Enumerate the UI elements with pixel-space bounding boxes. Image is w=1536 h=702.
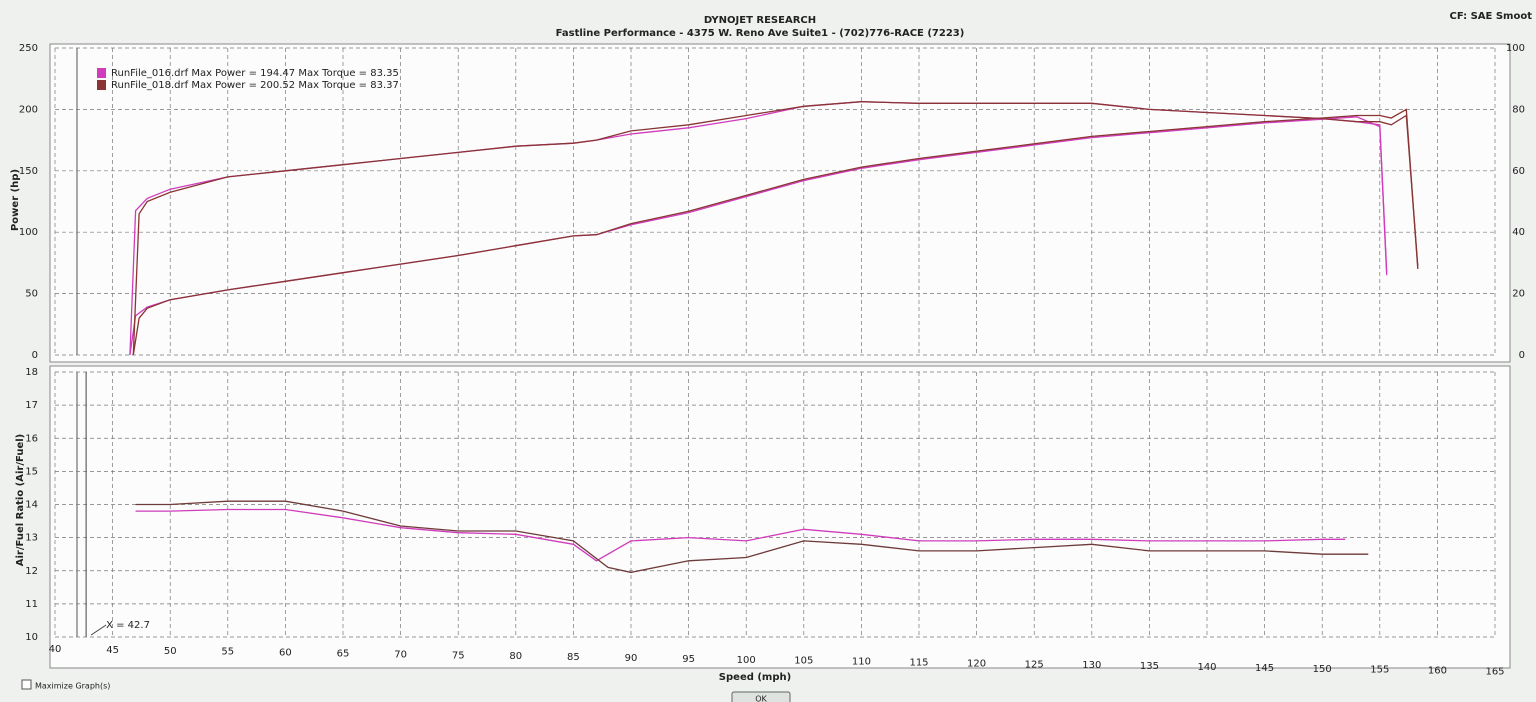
data-line: [132, 108, 1419, 356]
x-tick-label: 70: [394, 649, 407, 660]
y2-tick-label: 0: [1519, 350, 1525, 361]
x-tick-label: 80: [509, 651, 522, 662]
y-tick-label: 0: [32, 350, 38, 361]
x-tick-label: 130: [1082, 660, 1101, 671]
x-tick-label: 140: [1197, 662, 1216, 673]
legend-swatch: [97, 80, 106, 90]
x-tick-label: 160: [1428, 666, 1447, 677]
data-line: [135, 508, 1346, 562]
legend-label: RunFile_018.drf Max Power = 200.52 Max T…: [111, 80, 399, 91]
power-panel: [49, 43, 1511, 363]
y-axis-label: Air/Fuel Ratio (Air/Fuel): [15, 434, 26, 566]
y-tick-label: 12: [25, 566, 38, 577]
x-tick-label: 65: [337, 649, 350, 660]
legend-label: RunFile_016.drf Max Power = 194.47 Max T…: [111, 68, 399, 79]
checkbox-label[interactable]: Maximize Graph(s): [35, 682, 110, 691]
checkbox[interactable]: [21, 679, 32, 690]
y2-tick-label: 100: [1506, 43, 1525, 54]
y-tick-label: 15: [25, 466, 38, 477]
legend-swatch: [97, 68, 106, 78]
y2-tick-label: 40: [1512, 227, 1525, 238]
y2-tick-label: 60: [1512, 166, 1525, 177]
x-tick-label: 145: [1255, 663, 1274, 674]
y-tick-label: 10: [25, 632, 38, 643]
x-tick-label: 50: [164, 646, 177, 657]
x-tick-label: 125: [1025, 659, 1044, 670]
data-line: [135, 500, 1369, 574]
ok-button[interactable]: [731, 691, 791, 702]
x-tick-label: 110: [852, 657, 871, 668]
x-axis-label: Speed (mph): [719, 672, 791, 683]
afr-panel: [49, 365, 1511, 669]
x-tick-label: 75: [452, 650, 465, 661]
y-tick-label: 17: [25, 400, 38, 411]
data-line: [132, 101, 1419, 356]
ok-button-label[interactable]: OK: [755, 695, 767, 702]
y-tick-label: 50: [25, 289, 38, 300]
x-tick-label: 155: [1370, 665, 1389, 676]
y-tick-label: 13: [25, 533, 38, 544]
y-tick-label: 100: [19, 227, 38, 238]
x-tick-label: 85: [567, 652, 580, 663]
y-tick-label: 150: [19, 166, 38, 177]
x-tick-label: 150: [1313, 664, 1332, 675]
y-tick-label: 11: [25, 599, 38, 610]
cursor-label: X = 42.7: [106, 620, 150, 631]
x-tick-label: 90: [625, 653, 638, 664]
x-tick-label: 165: [1485, 667, 1504, 678]
y-tick-label: 14: [25, 500, 38, 511]
y-tick-label: 16: [25, 433, 38, 444]
subtitle: Fastline Performance - 4375 W. Reno Ave …: [556, 28, 965, 39]
y-tick-label: 200: [19, 104, 38, 115]
x-tick-label: 45: [106, 645, 119, 656]
title: DYNOJET RESEARCH: [704, 15, 816, 26]
x-tick-label: 55: [221, 647, 234, 658]
y2-tick-label: 20: [1512, 289, 1525, 300]
y-tick-label: 250: [19, 43, 38, 54]
x-tick-label: 60: [279, 648, 292, 659]
y-axis-label: Power (hp): [10, 169, 21, 231]
x-tick-label: 95: [682, 654, 695, 665]
x-tick-label: 115: [909, 658, 928, 669]
y-tick-label: 18: [25, 367, 38, 378]
x-tick-label: 40: [49, 644, 62, 655]
x-tick-label: 100: [737, 655, 756, 666]
y2-tick-label: 80: [1512, 104, 1525, 115]
cursor-leader: [90, 624, 107, 636]
x-tick-label: 105: [794, 656, 813, 667]
x-tick-label: 135: [1140, 661, 1159, 672]
correction-factor: CF: SAE Smoot: [1450, 11, 1533, 22]
x-tick-label: 120: [967, 658, 986, 669]
